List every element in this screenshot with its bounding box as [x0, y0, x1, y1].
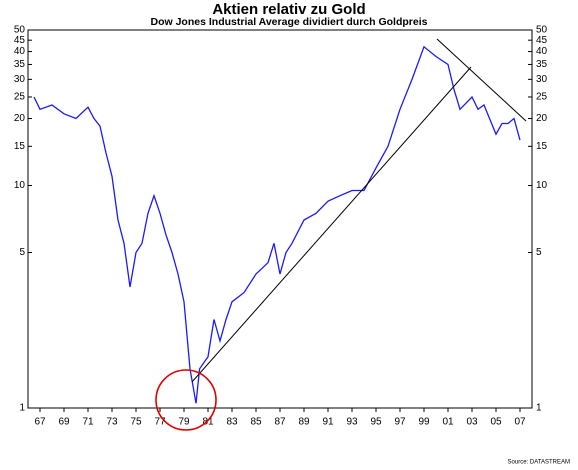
source-note: Source: DATASTREAM [508, 460, 570, 466]
x-tick-label: 79 [178, 417, 190, 428]
x-tick-label: 85 [250, 417, 262, 428]
x-tick-label: 99 [418, 417, 430, 428]
y-tick-label: 30 [14, 74, 26, 85]
x-tick-label: 73 [106, 417, 118, 428]
x-tick-label: 81 [202, 417, 214, 428]
x-tick-label: 93 [346, 417, 358, 428]
y2-tick-label: 15 [536, 141, 548, 152]
plot-frame [27, 29, 533, 409]
x-tick-label: 75 [130, 417, 142, 428]
x-tick-label: 87 [274, 417, 286, 428]
y-tick-label: 10 [14, 180, 26, 191]
y-tick-label: 15 [14, 141, 26, 152]
x-tick-label: 67 [34, 417, 46, 428]
y2-tick-label: 45 [536, 35, 548, 46]
y-tick-label: 35 [14, 59, 26, 70]
y2-tick-label: 30 [536, 74, 548, 85]
x-tick-label: 03 [466, 417, 478, 428]
y-tick-label: 40 [14, 46, 26, 57]
x-tick-label: 69 [58, 417, 70, 428]
trend-line [191, 66, 472, 383]
chart-title: Aktien relativ zu Gold [212, 1, 365, 18]
y2-tick-label: 35 [536, 59, 548, 70]
x-tick-label: 77 [154, 417, 166, 428]
y2-tick-label: 10 [536, 180, 548, 191]
y-tick-label: 20 [14, 113, 26, 124]
x-tick-label: 89 [298, 417, 310, 428]
x-tick-label: 07 [514, 417, 526, 428]
y-tick-label: 25 [14, 92, 26, 103]
x-tick-label: 71 [82, 417, 94, 428]
trend-line [436, 38, 527, 122]
x-tick-label: 95 [370, 417, 382, 428]
y-tick-label: 1 [19, 403, 25, 414]
x-tick-label: 97 [394, 417, 406, 428]
x-tick-label: 83 [226, 417, 238, 428]
x-tick-label: 05 [490, 417, 502, 428]
y2-tick-label: 40 [536, 46, 548, 57]
y2-tick-label: 1 [536, 403, 542, 414]
chart-subtitle: Dow Jones Industrial Average dividiert d… [151, 16, 428, 28]
x-tick-label: 91 [322, 417, 334, 428]
data-line [33, 45, 521, 404]
y-tick-label: 50 [14, 25, 26, 36]
y-tick-label: 45 [14, 35, 26, 46]
y2-tick-label: 25 [536, 92, 548, 103]
highlight-circle [155, 369, 217, 431]
y2-tick-label: 50 [536, 25, 548, 36]
x-tick-label: 01 [442, 417, 454, 428]
y2-tick-label: 5 [536, 247, 542, 258]
y2-tick-label: 20 [536, 113, 548, 124]
y-tick-label: 5 [19, 247, 25, 258]
